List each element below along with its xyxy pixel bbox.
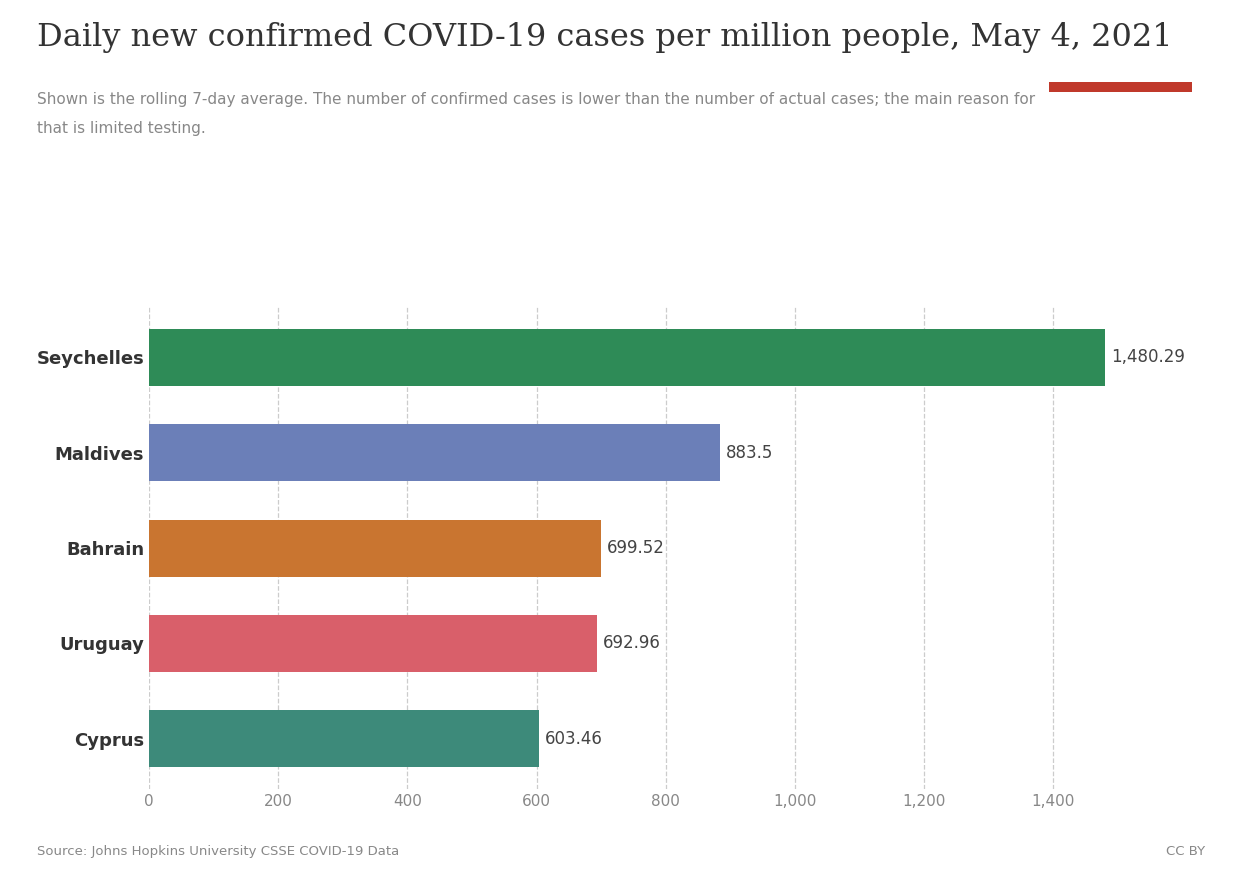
Bar: [149, 710, 539, 767]
Bar: [149, 519, 601, 577]
Text: Shown is the rolling 7-day average. The number of confirmed cases is lower than : Shown is the rolling 7-day average. The …: [37, 92, 1036, 107]
Text: 1,480.29: 1,480.29: [1112, 348, 1185, 367]
Text: 603.46: 603.46: [545, 730, 604, 748]
Text: Source: Johns Hopkins University CSSE COVID-19 Data: Source: Johns Hopkins University CSSE CO…: [37, 845, 400, 858]
Text: 692.96: 692.96: [604, 634, 661, 652]
Text: Our World
in Data: Our World in Data: [1078, 26, 1164, 60]
Bar: [1049, 82, 1192, 92]
Bar: [149, 615, 596, 672]
Text: CC BY: CC BY: [1165, 845, 1205, 858]
Text: Daily new confirmed COVID-19 cases per million people, May 4, 2021: Daily new confirmed COVID-19 cases per m…: [37, 22, 1172, 53]
Text: 699.52: 699.52: [607, 539, 666, 557]
Text: 883.5: 883.5: [727, 444, 774, 462]
Bar: [149, 329, 1105, 386]
Text: that is limited testing.: that is limited testing.: [37, 121, 206, 136]
Bar: [149, 424, 719, 481]
